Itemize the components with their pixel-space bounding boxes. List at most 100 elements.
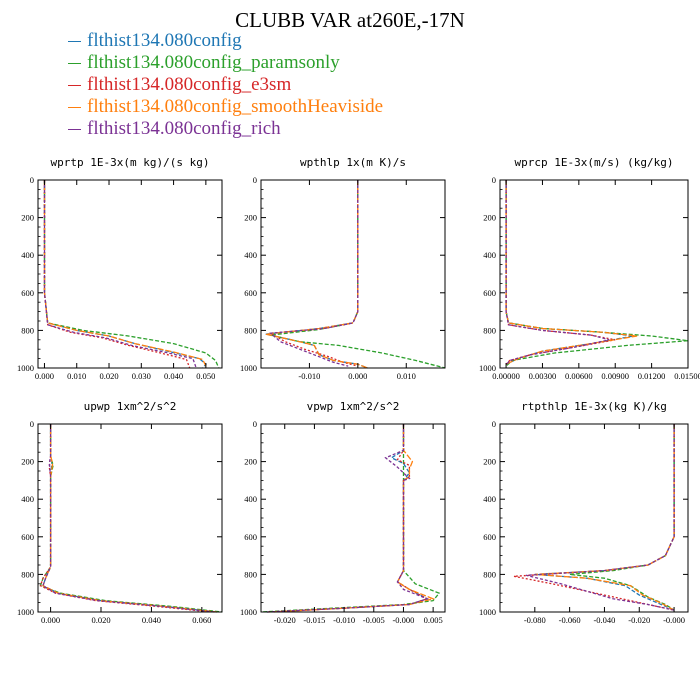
series-line: [265, 180, 368, 369]
legend-label: flthist134.080config_e3sm: [87, 74, 292, 95]
x-tick-label: 0.020: [91, 615, 110, 625]
series-line: [42, 424, 218, 613]
plot-frame: [499, 179, 689, 369]
x-tick-label: 0.000: [41, 615, 60, 625]
plot-frame: [37, 179, 223, 369]
chart-panel: wprtp 1E-3x(m kg)/(s kg) 0 200 400 600 800 100…: [17, 156, 223, 381]
series-line: [505, 180, 634, 365]
series-line: [42, 424, 215, 613]
legend-swatch: [68, 107, 81, 109]
y-tick-label: 600: [21, 532, 34, 542]
y-tick-label: 200: [244, 213, 257, 223]
x-tick-label: -0.000: [663, 615, 685, 625]
y-tick-label: 400: [21, 250, 34, 260]
y-tick-label: 1000: [479, 607, 496, 617]
panel-title: upwp 1xm^2/s^2: [84, 400, 177, 413]
legend-item: flthist134.080config_e3sm: [68, 74, 383, 96]
legend-label: flthist134.080config_smoothHeaviside: [87, 96, 384, 117]
x-tick-label: 0.00300: [529, 371, 557, 381]
x-tick-label: 0.000: [35, 371, 54, 381]
panel-title: wprtp 1E-3x(m kg)/(s kg): [51, 156, 210, 169]
x-tick-label: -0.010: [333, 615, 355, 625]
chart-panel: rtpthlp 1E-3x(kg K)/kg 0 200 400 600 800 1000 -…: [479, 400, 689, 625]
series-line: [265, 180, 368, 369]
chart-panel: upwp 1xm^2/s^2 0 200 400 600 800 1000 0.000 0.02…: [17, 400, 223, 625]
y-tick-label: 600: [483, 288, 496, 298]
chart-panel: wpthlp 1x(m K)/s 0 200 400 600 800 1000 -0.010 0…: [240, 156, 446, 381]
y-tick-label: 800: [21, 569, 34, 579]
y-tick-label: 0: [253, 175, 257, 185]
x-tick-label: 0.00900: [601, 371, 629, 381]
legend: flthist134.080config flthist134.080confi…: [68, 30, 383, 140]
y-tick-label: 800: [483, 325, 496, 335]
series-line: [42, 424, 218, 613]
legend-item: flthist134.080config_paramsonly: [68, 52, 383, 74]
y-tick-label: 1000: [17, 363, 34, 373]
x-tick-label: -0.020: [628, 615, 650, 625]
y-tick-label: 400: [244, 494, 257, 504]
x-tick-label: -0.020: [274, 615, 296, 625]
series-line: [505, 180, 610, 366]
y-tick-label: 400: [483, 494, 496, 504]
x-tick-label: -0.040: [593, 615, 615, 625]
y-tick-label: 0: [30, 175, 34, 185]
legend-item: flthist134.080config_rich: [68, 118, 383, 140]
series-line: [43, 180, 191, 369]
series-line: [39, 424, 223, 613]
y-tick-label: 0: [492, 419, 496, 429]
y-tick-label: 600: [244, 532, 257, 542]
y-tick-label: 200: [483, 213, 496, 223]
series-line: [266, 424, 430, 613]
y-tick-label: 1000: [479, 363, 496, 373]
series-line: [569, 424, 675, 611]
legend-swatch: [68, 129, 81, 131]
plot-frame: [260, 423, 446, 613]
series-line: [505, 180, 689, 367]
legend-label: flthist134.080config_rich: [87, 118, 281, 139]
x-tick-label: 0.005: [424, 615, 443, 625]
y-tick-label: 600: [483, 532, 496, 542]
series-line: [505, 180, 638, 365]
panel-title: wprcp 1E-3x(m/s) (kg/kg): [515, 156, 674, 169]
x-tick-label: 0.01500: [674, 371, 700, 381]
series-line: [525, 424, 675, 611]
x-tick-label: 0.00000: [492, 371, 520, 381]
y-tick-label: 800: [483, 569, 496, 579]
series-line: [513, 424, 675, 611]
x-tick-label: -0.060: [559, 615, 581, 625]
x-tick-label: -0.080: [524, 615, 546, 625]
x-tick-label: 0.040: [142, 615, 161, 625]
y-tick-label: 600: [244, 288, 257, 298]
series-line: [43, 180, 220, 369]
x-tick-label: 0.050: [196, 371, 215, 381]
legend-label: flthist134.080config: [87, 30, 242, 51]
legend-item: flthist134.080config_smoothHeaviside: [68, 96, 383, 118]
x-tick-label: 0.020: [99, 371, 118, 381]
x-tick-label: 0.010: [397, 371, 416, 381]
series-line: [269, 180, 359, 367]
x-tick-label: -0.005: [363, 615, 385, 625]
plot-frame: [37, 423, 223, 613]
y-tick-label: 600: [21, 288, 34, 298]
legend-swatch: [68, 41, 81, 43]
y-tick-label: 200: [244, 457, 257, 467]
legend-swatch: [68, 63, 81, 65]
panel-title: vpwp 1xm^2/s^2: [307, 400, 400, 413]
x-tick-label: 0.040: [164, 371, 183, 381]
y-tick-label: 200: [21, 457, 34, 467]
x-tick-label: 0.00600: [565, 371, 593, 381]
y-tick-label: 400: [483, 250, 496, 260]
panel-title: wpthlp 1x(m K)/s: [300, 156, 406, 169]
series-line: [260, 424, 441, 613]
y-tick-label: 0: [253, 419, 257, 429]
y-tick-label: 400: [244, 250, 257, 260]
panel-title: rtpthlp 1E-3x(kg K)/kg: [521, 400, 667, 413]
plot-frame: [499, 423, 689, 613]
y-tick-label: 800: [244, 325, 257, 335]
x-tick-label: -0.000: [392, 615, 414, 625]
x-tick-label: 0.000: [348, 371, 367, 381]
series-line: [505, 180, 616, 365]
y-tick-label: 200: [483, 457, 496, 467]
y-tick-label: 800: [244, 569, 257, 579]
